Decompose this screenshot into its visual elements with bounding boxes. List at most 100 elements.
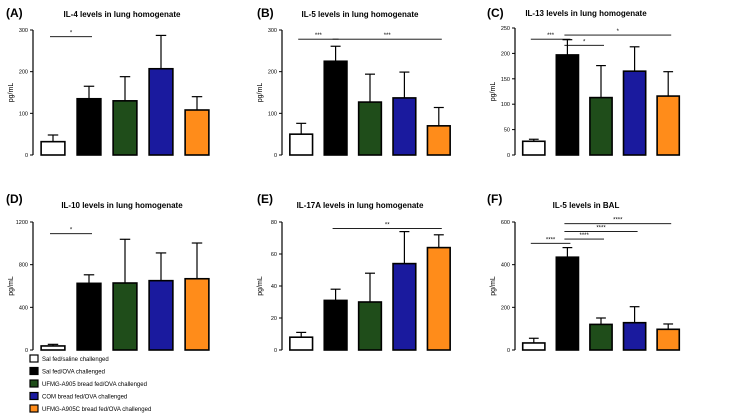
legend-label: UFMG-A905C bread fed/OVA challenged (42, 407, 151, 413)
significance-label: **** (596, 226, 606, 232)
bar (521, 140, 546, 156)
significance-label: **** (546, 237, 556, 243)
bar (656, 95, 681, 156)
y-tick-label: 80 (271, 220, 277, 226)
y-tick-label: 300 (268, 28, 277, 34)
significance-label: * (583, 39, 586, 45)
panel-label: (F) (487, 192, 502, 206)
bar (555, 256, 580, 351)
bar (289, 133, 314, 156)
panel-label: (C) (487, 6, 504, 20)
y-tick-label: 20 (271, 316, 277, 322)
legend-swatch (29, 354, 39, 363)
panel-f: (F) IL-5 levels in BAL 0 200 400 600 pg/mL ****… (487, 192, 681, 354)
bar (112, 100, 138, 156)
significance-label: ** (385, 222, 390, 228)
bar (112, 282, 138, 351)
bar (555, 54, 580, 156)
bar (184, 277, 210, 351)
significance-label: **** (580, 233, 590, 239)
bar (76, 282, 102, 351)
significance-label: *** (384, 33, 392, 39)
y-tick-label: 200 (268, 70, 277, 76)
legend: Sal fed/saline challenged Sal fed/OVA cha… (29, 354, 151, 413)
panel-label: (E) (257, 192, 273, 206)
y-axis-label: pg/mL (257, 276, 264, 296)
bar (426, 246, 451, 351)
panel-label: (D) (6, 192, 23, 206)
y-tick-label: 100 (19, 111, 28, 117)
bar (656, 328, 681, 351)
bar (589, 323, 613, 351)
y-tick-label: 300 (19, 28, 28, 34)
bar (323, 299, 348, 351)
y-tick-label: 0 (25, 348, 28, 354)
bar (392, 97, 417, 156)
y-tick-label: 50 (504, 128, 510, 134)
bar (521, 342, 546, 351)
legend-swatch (29, 379, 39, 388)
panel-e: (E) IL-17A levels in lung homogenate 0 20 40… (257, 192, 451, 354)
y-tick-label: 40 (271, 284, 277, 290)
y-tick-label: 800 (19, 263, 28, 269)
legend-swatch (29, 366, 39, 376)
panel-title: IL-5 levels in lung homogenate (302, 10, 419, 19)
bar (40, 345, 66, 351)
panel-label: (A) (6, 6, 23, 20)
bar (622, 321, 647, 351)
panel-c: (C) IL-13 levels in lung homogenate 0 50 100… (487, 6, 681, 159)
legend-label: Sal fed/OVA challenged (42, 370, 105, 376)
bar (589, 96, 613, 156)
legend-label: COM bread fed/OVA challenged (42, 395, 127, 401)
bar (76, 97, 102, 156)
bar (357, 301, 383, 351)
panel-title: IL-17A levels in lung homogenate (297, 201, 424, 210)
legend-label: Sal fed/saline challenged (42, 357, 109, 363)
bar (323, 60, 348, 156)
y-tick-label: 0 (25, 153, 28, 159)
y-tick-label: 200 (501, 305, 510, 311)
y-axis-label: pg/mL (8, 83, 15, 103)
panel-title: IL-5 levels in BAL (553, 201, 620, 210)
y-tick-label: 0 (507, 348, 510, 354)
y-axis-label: pg/mL (490, 82, 497, 102)
legend-swatch (29, 391, 39, 401)
bar (184, 109, 210, 156)
significance-label: * (70, 228, 73, 234)
y-tick-label: 0 (274, 348, 277, 354)
bar (357, 101, 383, 156)
y-tick-label: 1200 (16, 220, 28, 226)
y-tick-label: 200 (19, 70, 28, 76)
y-tick-label: 0 (507, 153, 510, 159)
significance-label: **** (613, 218, 623, 224)
significance-label: *** (547, 33, 555, 39)
panel-label: (B) (257, 6, 274, 20)
legend-label: UFMG-A905 bread fed/OVA challenged (42, 382, 147, 388)
bar (148, 67, 174, 156)
y-tick-label: 400 (501, 263, 510, 269)
legend-swatch (29, 404, 39, 413)
significance-label: * (617, 29, 620, 35)
bar (148, 279, 174, 351)
y-tick-label: 60 (271, 252, 277, 258)
significance-label: * (70, 31, 73, 37)
y-tick-label: 150 (501, 77, 510, 83)
y-tick-label: 0 (274, 153, 277, 159)
y-axis-label: pg/mL (257, 83, 264, 103)
y-tick-label: 400 (19, 305, 28, 311)
y-tick-label: 200 (501, 51, 510, 57)
bar (392, 262, 417, 351)
y-axis-label: pg/mL (8, 276, 15, 296)
significance-label: *** (315, 33, 323, 39)
bar (289, 336, 314, 351)
y-tick-label: 100 (268, 111, 277, 117)
y-tick-label: 600 (501, 220, 510, 226)
y-axis-label: pg/mL (490, 276, 497, 296)
panel-title: IL-13 levels in lung homogenate (525, 9, 647, 18)
panel-title: IL-4 levels in lung homogenate (64, 10, 181, 19)
y-tick-label: 100 (501, 102, 510, 108)
panel-title: IL-10 levels in lung homogenate (61, 201, 183, 210)
panel-b: (B) IL-5 levels in lung homogenate 0 100 200… (257, 6, 451, 159)
bar (426, 125, 451, 156)
